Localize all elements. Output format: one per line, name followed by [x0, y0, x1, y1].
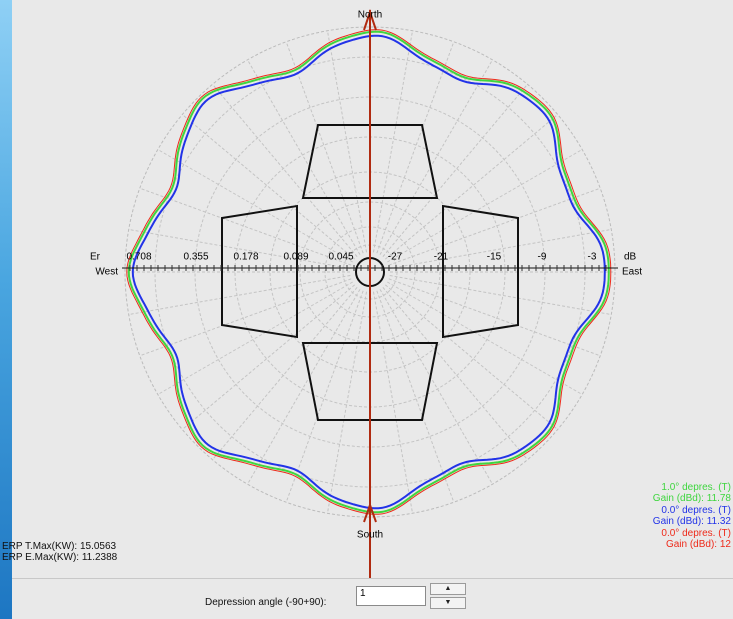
legend-entry: 0.0° depres. (T) Gain (dBd): 11.32 — [653, 505, 731, 527]
south-label: South — [357, 530, 383, 541]
azimuth-arrows — [363, 8, 377, 523]
legend-gain: Gain (dBd): 11.78 — [652, 493, 731, 504]
west-label: West — [95, 267, 118, 278]
legend-label: 1.0° depres. (T) — [661, 482, 731, 493]
grid-spoke — [181, 114, 356, 260]
grid-spoke — [326, 30, 368, 253]
grid-spoke — [157, 149, 353, 263]
erp-t-max: ERP T.Max(KW): 15.0563 — [2, 541, 117, 552]
spin-down[interactable]: ▼ — [430, 597, 466, 609]
panel-south — [301, 342, 439, 421]
legend-label: 0.0° depres. (T) — [661, 528, 731, 539]
polar-plot: 0.708 0.355 0.178 0.089 0.045 -27 -21 -15 -9 -3 N… — [90, 8, 642, 578]
grid-spoke — [372, 291, 414, 514]
panel-east — [442, 204, 519, 339]
scale-label: -21 — [434, 252, 449, 263]
grid-spoke — [389, 228, 612, 270]
scale-label: 0.708 — [126, 252, 151, 263]
scale-label: 0.089 — [283, 252, 308, 263]
depression-input[interactable]: 1 — [356, 586, 426, 606]
grid-spoke — [382, 83, 528, 258]
grid-spoke — [139, 187, 352, 266]
spin-up[interactable]: ▲ — [430, 583, 466, 595]
grid-spoke — [376, 290, 455, 503]
scale-label: 0.355 — [183, 252, 208, 263]
scale-label: -15 — [487, 252, 502, 263]
left-unit: Er — [90, 252, 101, 263]
legend-entry: 0.0° depres. (T) Gain (dBd): 12 — [661, 528, 731, 550]
legend-entry: 1.0° depres. (T) Gain (dBd): 11.78 — [653, 482, 731, 504]
grid-spoke — [181, 284, 356, 430]
north-label: North — [358, 10, 382, 21]
scale-label: 0.178 — [233, 252, 258, 263]
grid-spoke — [388, 187, 601, 266]
grid-spoke — [128, 228, 351, 270]
grid-spoke — [372, 30, 414, 253]
grid-spoke — [389, 274, 612, 316]
grid-spoke — [285, 290, 364, 503]
grid-spoke — [379, 59, 493, 255]
scale-label: -9 — [538, 252, 547, 263]
scale-label: -27 — [388, 252, 403, 263]
grid-spoke — [387, 149, 583, 263]
grid-spoke — [285, 41, 364, 254]
legend-gain: Gain (dBd): 11.32 — [652, 516, 731, 527]
east-label: East — [622, 267, 642, 278]
right-unit: dB — [624, 252, 637, 263]
grid-spoke — [376, 41, 455, 254]
grid-spoke — [379, 289, 493, 485]
grid-spoke — [212, 286, 358, 461]
grid-spoke — [388, 278, 601, 357]
grid-spoke — [128, 274, 351, 316]
grid-outer — [124, 26, 616, 518]
panel-north — [301, 124, 439, 199]
separator — [12, 578, 733, 579]
grid-spoke — [212, 83, 358, 258]
legend-label: 0.0° depres. (T) — [661, 505, 731, 516]
side-strip — [0, 0, 12, 619]
legend-gain: Gain (dBd): 12 — [665, 539, 731, 550]
grid-spoke — [326, 291, 368, 514]
panel-west — [221, 204, 298, 339]
grid-spoke — [384, 284, 559, 430]
grid-spoke — [157, 281, 353, 395]
grid-spoke — [387, 281, 583, 395]
scale-label: 0.045 — [328, 252, 353, 263]
depression-label: Depression angle (-90+90): — [205, 597, 327, 608]
grid-spoke — [139, 278, 352, 357]
grid-spoke — [247, 59, 361, 255]
grid-spoke — [247, 289, 361, 485]
grid-spoke — [384, 114, 559, 260]
scale-label: -3 — [588, 252, 597, 263]
grid-spoke — [382, 286, 528, 461]
erp-e-max: ERP E.Max(KW): 11.2388 — [2, 552, 118, 563]
